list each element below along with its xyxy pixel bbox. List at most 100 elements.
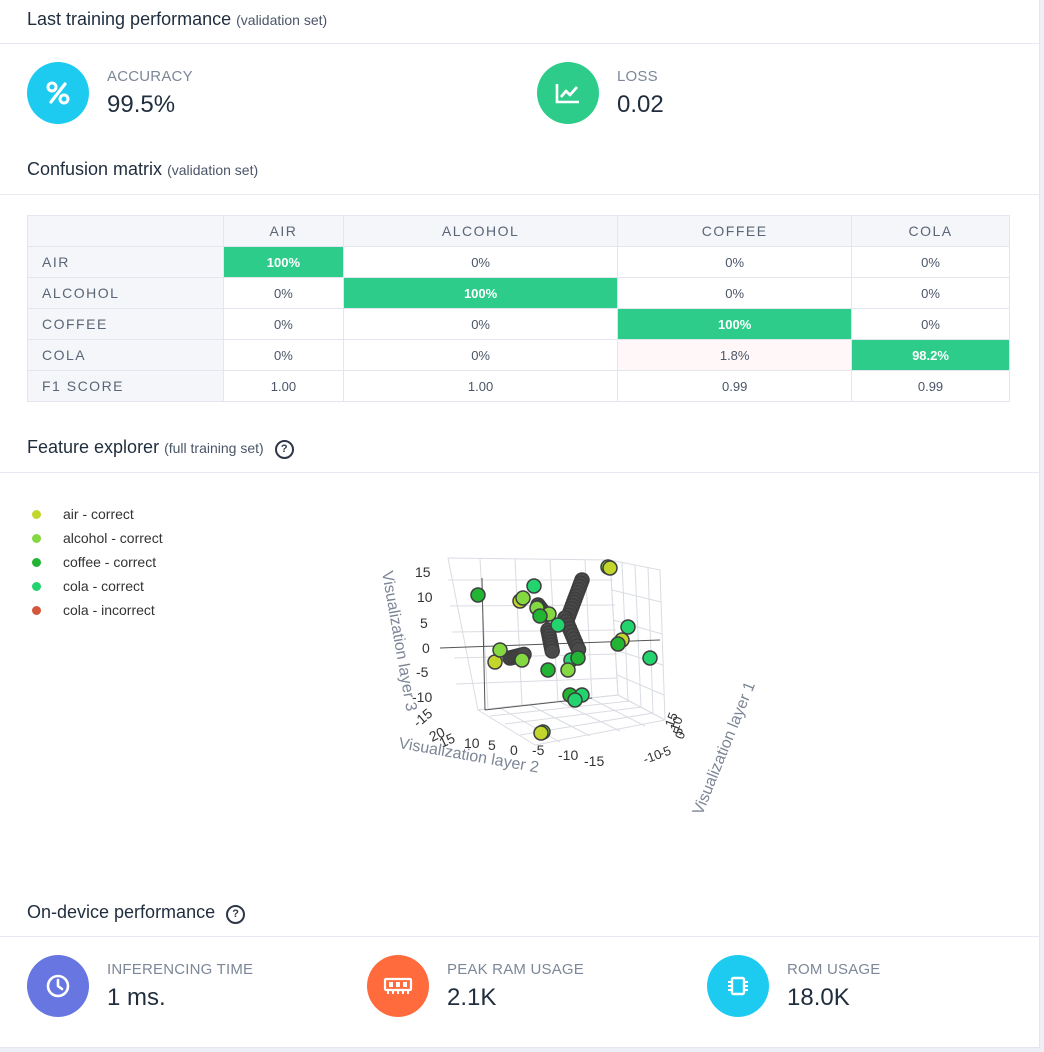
table-row: AIR 100% 0% 0% 0% [27,246,1010,278]
help-icon[interactable]: ? [226,905,246,924]
tick-label: 15 [437,730,458,751]
legend-label: coffee - correct [63,554,157,570]
table-row: COFFEE 0% 0% 100% 0% [27,308,1010,340]
scatter-point [514,652,530,668]
tick-label: -5 [657,743,673,761]
matrix-cell: 0% [851,246,1010,278]
x-axis-title: Visualization layer 1 [690,679,759,817]
matrix-cell: 0% [342,246,619,278]
x-axis-ticks: 15 10 5 0 -5 -10 [641,710,688,767]
device-section-title: On-device performance ? [27,902,246,924]
y-axis-ticks: 20 15 10 5 0 -5 -10 -15 [427,724,605,769]
legend-item[interactable]: air - correct [30,502,163,526]
percent-icon [27,62,89,124]
divider [0,472,1040,473]
legend-dot-icon [32,557,41,567]
row-header: COFFEE [27,308,224,340]
ram-icon [367,955,429,1017]
legend-item[interactable]: cola - incorrect [30,598,163,622]
divider [0,43,1040,44]
tick-label: -10 [412,689,432,705]
matrix-cell: 0% [223,339,344,371]
row-header: ALCOHOL [27,277,224,309]
scatter-point [570,650,586,666]
help-icon[interactable]: ? [274,440,294,459]
peak-ram-value: 2.1K [447,984,497,1011]
legend-dot-icon [32,605,41,615]
scatter-points [470,559,658,741]
legend-item[interactable]: cola - correct [30,574,163,598]
scatter-point [567,692,583,708]
divider [0,194,1040,195]
matrix-cell: 0% [342,339,619,371]
matrix-cell: 0% [851,308,1010,340]
chart-line-icon [537,62,599,124]
tick-label: 0 [422,640,430,656]
legend-label: cola - correct [63,578,144,594]
confusion-matrix-table: AIR ALCOHOL COFFEE COLA AIR 100% 0% 0% 0… [27,215,1010,402]
scatter-point [602,560,618,576]
table-header-row: AIR ALCOHOL COFFEE COLA [27,215,1010,247]
table-row: COLA 0% 0% 1.8% 98.2% [27,339,1010,371]
scatter-point [470,587,486,603]
inferencing-time-label: INFERENCING TIME [107,961,254,978]
scatter-point [620,619,636,635]
accuracy-value: 99.5% [107,91,176,118]
f1-cell: 1.00 [342,370,619,402]
tick-label: 10 [464,735,480,751]
legend-item[interactable]: alcohol - correct [30,526,163,550]
matrix-cell: 0% [223,308,344,340]
training-section-title: Last training performance (validation se… [27,9,328,29]
accuracy-label: ACCURACY [107,68,193,85]
column-header: COFFEE [617,215,853,247]
rom-usage-label: ROM USAGE [787,961,881,978]
tick-label: 15 [662,710,681,729]
scatter-point [544,643,560,659]
chip-icon [707,955,769,1017]
column-header: COLA [851,215,1010,247]
tick-label: -5 [416,664,429,680]
feature-explorer-3d-plot[interactable]: 15 10 5 0 -5 -10 -15 20 15 10 5 0 -5 -10… [360,550,800,830]
tick-label: 15 [415,564,431,580]
scatter-point [532,608,548,624]
tick-label: -10 [641,746,664,767]
scatter-point [492,642,508,658]
scatter-point [610,636,626,652]
matrix-cell: 0% [617,277,853,309]
tick-label: -5 [532,742,545,758]
divider [0,936,1040,937]
scatter-point [642,650,658,666]
matrix-cell: 100% [223,246,344,278]
z-axis-title: Visualization layer 3 [378,570,419,713]
scatter-point [540,662,556,678]
peak-ram-label: PEAK RAM USAGE [447,961,585,978]
matrix-cell: 100% [617,308,853,340]
scatter-point [533,725,549,741]
rom-usage-value: 18.0K [787,984,850,1011]
legend-dot-icon [32,581,41,591]
column-header: ALCOHOL [342,215,619,247]
matrix-cell: 1.8% [617,339,853,371]
training-subtitle: (validation set) [236,12,328,28]
tick-label: 0 [672,729,689,741]
tick-label: 5 [670,725,687,737]
corner-cell [27,215,224,247]
legend-label: cola - incorrect [63,602,155,618]
f1-cell: 0.99 [617,370,853,402]
tick-label: -10 [558,747,578,763]
matrix-cell: 0% [223,277,344,309]
confusion-subtitle: (validation set) [167,162,259,178]
matrix-cell: 0% [342,308,619,340]
explorer-subtitle: (full training set) [164,440,264,456]
scatter-point [560,662,576,678]
legend-item[interactable]: coffee - correct [30,550,163,574]
scatter-point [550,617,566,633]
matrix-cell: 100% [342,277,619,309]
confusion-section-title: Confusion matrix (validation set) [27,159,259,179]
tick-label: 10 [667,714,686,733]
row-header: COLA [27,339,224,371]
clock-icon [27,955,89,1017]
inferencing-time-value: 1 ms. [107,984,166,1011]
tick-label: 5 [420,615,428,631]
